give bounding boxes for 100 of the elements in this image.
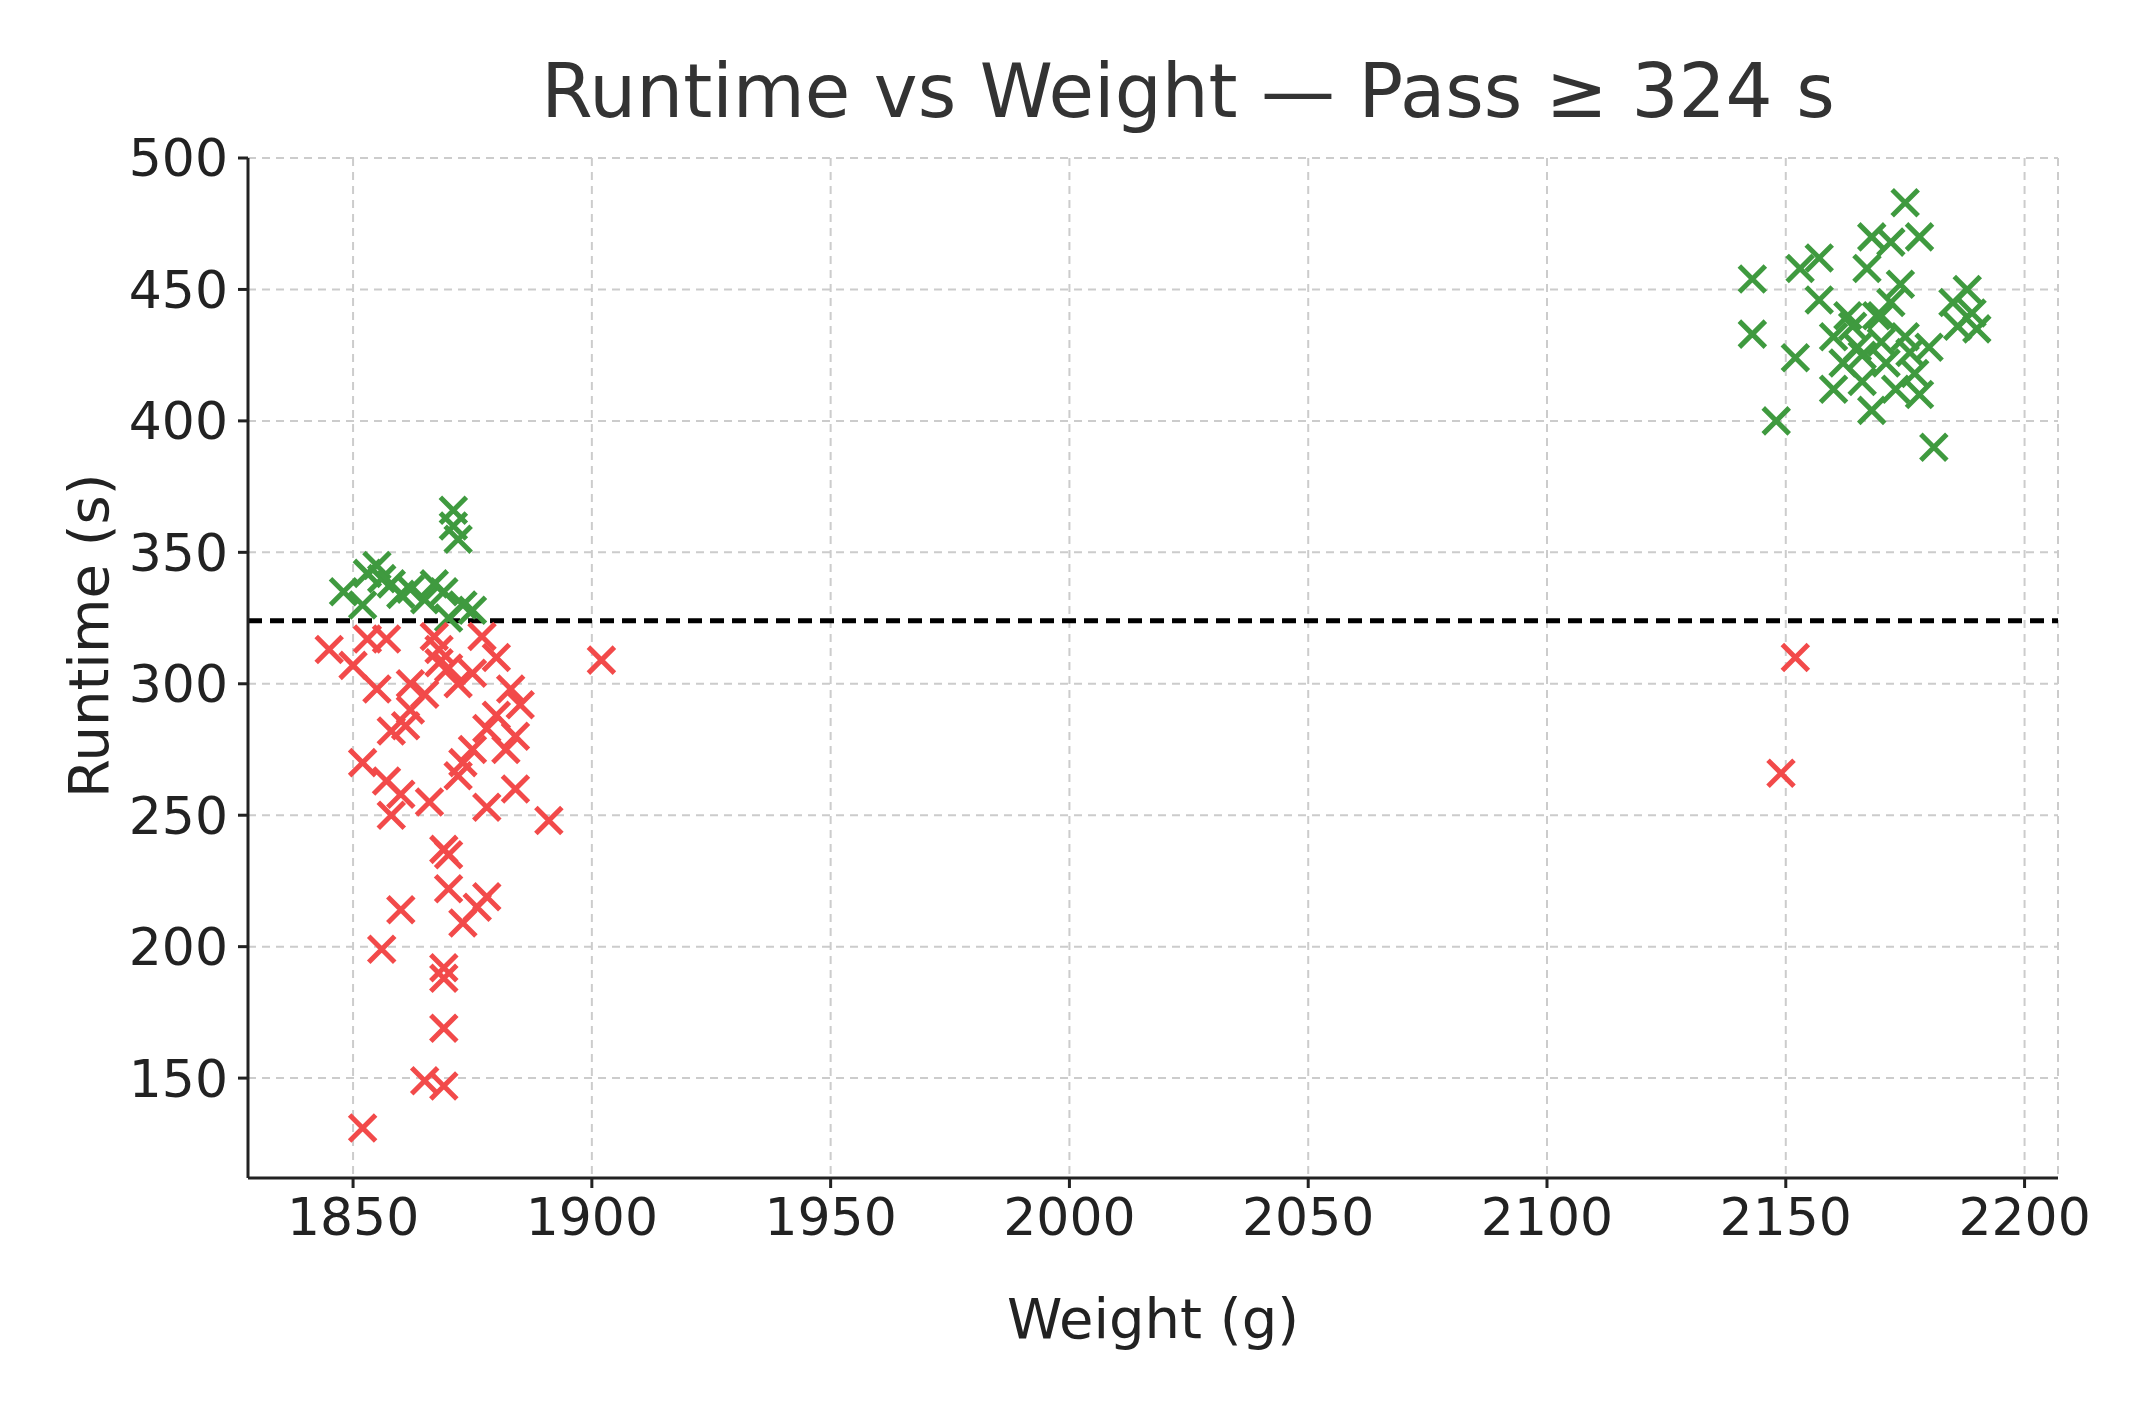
- point: [471, 791, 503, 823]
- point: [480, 641, 512, 673]
- point: [495, 673, 527, 705]
- point: [1884, 268, 1916, 300]
- point: [490, 733, 522, 765]
- point: [1818, 373, 1850, 405]
- point: [375, 715, 407, 747]
- point: [585, 644, 617, 676]
- point: [423, 634, 455, 666]
- point: [413, 786, 445, 818]
- x-tick-label: 2100: [1480, 1186, 1614, 1247]
- point: [1951, 273, 1983, 305]
- point: [442, 760, 474, 792]
- point: [337, 649, 369, 681]
- point: [433, 839, 465, 871]
- point: [1961, 313, 1993, 345]
- point: [347, 589, 379, 621]
- point: [456, 594, 488, 626]
- x-tick-label: 2000: [1003, 1186, 1136, 1247]
- point: [371, 765, 402, 797]
- point: [504, 689, 536, 721]
- point: [1889, 187, 1921, 219]
- x-tick-label: 2200: [1958, 1186, 2091, 1247]
- point: [328, 576, 360, 608]
- point: [466, 620, 498, 652]
- x-axis-title: Weight (g): [1006, 1286, 1300, 1351]
- point: [1765, 757, 1797, 789]
- point: [499, 720, 531, 752]
- point: [313, 634, 345, 666]
- point: [394, 668, 426, 700]
- point: [1779, 342, 1811, 374]
- y-tick-label: 250: [128, 785, 228, 846]
- point: [442, 668, 474, 700]
- point: [418, 620, 450, 652]
- point: [428, 833, 460, 865]
- point: [385, 894, 417, 926]
- point: [1937, 287, 1969, 319]
- x-tick-label: 1850: [286, 1186, 420, 1247]
- point: [390, 710, 422, 742]
- point: [351, 557, 383, 589]
- y-tick-label: 500: [128, 128, 228, 189]
- point: [499, 773, 531, 805]
- point: [409, 678, 441, 710]
- point: [428, 1012, 460, 1044]
- point: [1760, 405, 1792, 437]
- y-tick-label: 400: [128, 391, 228, 452]
- point: [361, 673, 393, 705]
- point: [375, 568, 407, 600]
- point: [347, 1112, 379, 1144]
- point: [428, 962, 460, 994]
- point: [442, 523, 474, 555]
- point: [447, 747, 479, 779]
- point: [1851, 252, 1883, 284]
- point: [1837, 310, 1869, 342]
- point: [394, 694, 426, 726]
- point: [1818, 321, 1850, 353]
- point: [1856, 394, 1888, 426]
- point: [471, 712, 503, 744]
- point: [433, 602, 465, 634]
- y-axis-title: Runtime (s): [55, 473, 121, 798]
- point: [1736, 263, 1768, 295]
- point: [456, 733, 488, 765]
- point: [423, 647, 455, 679]
- point: [1779, 641, 1811, 673]
- point: [471, 881, 503, 913]
- point: [366, 563, 398, 595]
- x-tick-label: 2150: [1719, 1186, 1852, 1247]
- point: [1899, 358, 1931, 390]
- point: [366, 933, 398, 965]
- point: [428, 1070, 460, 1102]
- point: [1846, 339, 1878, 371]
- point: [1875, 287, 1907, 319]
- point: [428, 952, 460, 984]
- point: [375, 799, 407, 831]
- point: [1918, 431, 1950, 463]
- point: [1803, 242, 1835, 274]
- point: [433, 873, 465, 905]
- point: [437, 510, 469, 542]
- point: [1956, 297, 1988, 329]
- chart-title: Runtime vs Weight — Pass ≥ 324 s: [540, 48, 1836, 134]
- point: [1827, 347, 1859, 379]
- point: [1784, 252, 1816, 284]
- y-tick-label: 200: [128, 917, 228, 978]
- y-tick-label: 350: [128, 522, 228, 583]
- x-tick-label: 1950: [764, 1186, 897, 1247]
- point: [447, 907, 479, 939]
- point: [1856, 221, 1888, 253]
- point: [1736, 318, 1768, 350]
- point: [437, 494, 469, 526]
- point: [1913, 331, 1945, 363]
- point: [533, 804, 565, 836]
- point: [347, 747, 379, 779]
- point: [1870, 347, 1902, 379]
- point: [1846, 365, 1878, 397]
- x-tick-label: 1900: [525, 1186, 659, 1247]
- point: [461, 891, 493, 923]
- y-tick-label: 300: [128, 654, 228, 715]
- point: [1803, 284, 1835, 316]
- x-tick-label: 2050: [1242, 1186, 1375, 1247]
- y-tick-label: 150: [128, 1048, 228, 1109]
